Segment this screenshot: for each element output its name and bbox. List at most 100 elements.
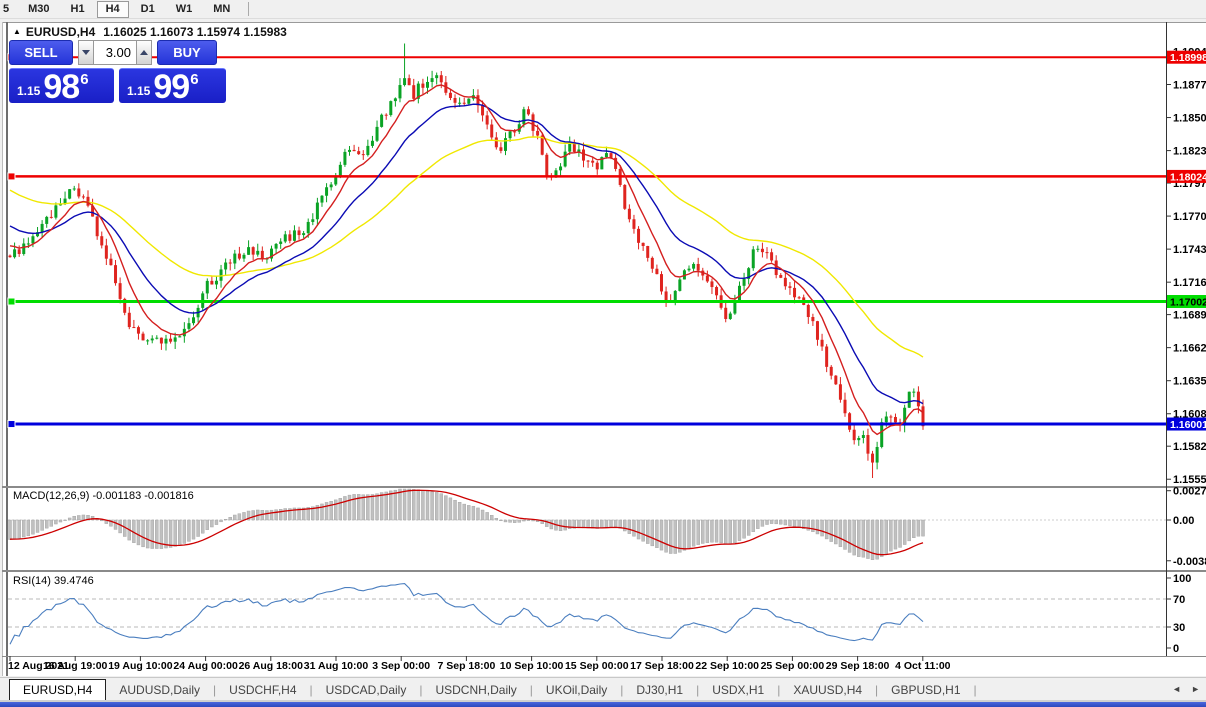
sell-price-sup: 6 (80, 71, 89, 88)
svg-text:1.15820: 1.15820 (1173, 441, 1206, 453)
timeframe-button-d1[interactable]: D1 (132, 1, 164, 18)
svg-text:12 Aug 2021: 12 Aug 2021 (8, 660, 69, 672)
tab-separator: | (777, 683, 781, 697)
tab-separator: | (419, 683, 423, 697)
svg-text:1.16895: 1.16895 (1173, 310, 1206, 322)
sell-button[interactable]: SELL (9, 40, 73, 65)
tab-separator: | (309, 683, 313, 697)
svg-text:22 Sep 10:00: 22 Sep 10:00 (695, 660, 759, 672)
moving-averages (9, 84, 924, 436)
horizontal-lines (7, 53, 1166, 429)
volume-input[interactable] (94, 40, 136, 65)
svg-text:1.16625: 1.16625 (1173, 343, 1206, 355)
svg-text:31 Aug 10:00: 31 Aug 10:00 (304, 660, 369, 672)
buy-price-sup: 6 (190, 71, 199, 88)
svg-text:16 Aug 19:00: 16 Aug 19:00 (43, 660, 108, 672)
tab-separator: | (875, 683, 879, 697)
svg-text:1.16355: 1.16355 (1173, 376, 1206, 388)
buy-price-display[interactable]: 1.15 99 6 (119, 68, 226, 106)
svg-text:3 Sep 00:00: 3 Sep 00:00 (372, 660, 430, 672)
timeframe-button-5[interactable]: 5 (0, 1, 16, 18)
svg-text:1.17430: 1.17430 (1173, 244, 1206, 256)
timeframe-button-mn[interactable]: MN (204, 1, 239, 18)
chart-symbol-period: EURUSD,H4 (25, 25, 96, 39)
svg-text:26 Aug 18:00: 26 Aug 18:00 (239, 660, 304, 672)
tab-scroll-left-icon[interactable]: ◄ (1172, 684, 1182, 694)
svg-text:15 Sep 00:00: 15 Sep 00:00 (565, 660, 629, 672)
sell-price-prefix: 1.15 (17, 84, 41, 98)
toolbar-divider (248, 2, 250, 16)
price-axis: 1.190451.187751.185051.182351.179701.177… (1166, 46, 1206, 655)
symbol-tab-audusd[interactable]: AUDUSD,Daily (119, 683, 201, 697)
buy-price-big: 99 (153, 68, 190, 106)
chart-title: ▲ EURUSD,H4 1.16025 1.16073 1.15974 1.1598… (13, 25, 287, 39)
symbol-tab-ukoil[interactable]: UKOil,Daily (545, 683, 608, 697)
buy-price-prefix: 1.15 (127, 84, 151, 98)
volume-increase-button[interactable] (136, 40, 152, 65)
svg-text:29 Sep 18:00: 29 Sep 18:00 (826, 660, 890, 672)
sell-price-display[interactable]: 1.15 98 6 (9, 68, 114, 106)
svg-text:1.18505: 1.18505 (1173, 113, 1206, 125)
svg-text:1.18235: 1.18235 (1173, 146, 1206, 158)
svg-text:0.00: 0.00 (1173, 515, 1194, 527)
symbol-tab-usdx[interactable]: USDX,H1 (712, 683, 765, 697)
rsi-indicator-label: RSI(14) 39.4746 (13, 575, 94, 587)
timeframe-button-h1[interactable]: H1 (62, 1, 94, 18)
svg-text:17 Sep 18:00: 17 Sep 18:00 (630, 660, 694, 672)
status-strip (0, 700, 1206, 702)
symbol-tab-bar: EURUSD,H4 AUDUSD,Daily | USDCHF,H4 | USDCAD,D… (0, 677, 1206, 702)
volume-decrease-button[interactable] (78, 40, 94, 65)
macd-indicator-label: MACD(12,26,9) -0.001183 -0.001816 (13, 490, 194, 502)
tab-separator: | (973, 683, 977, 697)
svg-text:30: 30 (1173, 622, 1185, 634)
svg-text:19 Aug 10:00: 19 Aug 10:00 (108, 660, 173, 672)
symbol-tab-gbpusd[interactable]: GBPUSD,H1 (891, 683, 961, 697)
tab-separator: | (696, 683, 700, 697)
timeframe-button-h4[interactable]: H4 (96, 0, 129, 18)
svg-text:1.17160: 1.17160 (1173, 277, 1206, 289)
timeframe-button-m30[interactable]: M30 (19, 1, 58, 18)
svg-text:25 Sep 00:00: 25 Sep 00:00 (761, 660, 825, 672)
svg-text:1.18024: 1.18024 (1170, 171, 1206, 183)
tab-scroll-right-icon[interactable]: ► (1191, 684, 1200, 694)
svg-text:0: 0 (1173, 643, 1179, 655)
volume-stepper (78, 40, 152, 65)
svg-text:100: 100 (1173, 573, 1191, 585)
sell-price-big: 98 (43, 68, 80, 106)
svg-text:1.18998: 1.18998 (1170, 52, 1206, 64)
symbol-tab-usdcad[interactable]: USDCAD,Daily (325, 683, 407, 697)
svg-text:1.17002: 1.17002 (1170, 297, 1206, 309)
tab-separator: | (213, 683, 217, 697)
svg-text:10 Sep 10:00: 10 Sep 10:00 (500, 660, 564, 672)
svg-text:1.17700: 1.17700 (1173, 211, 1206, 223)
symbol-tab-eurusd[interactable]: EURUSD,H4 (9, 679, 107, 701)
macd-pane (8, 488, 925, 560)
svg-text:1.16001: 1.16001 (1170, 419, 1206, 431)
timeframe-toolbar: 5 M30 H1 H4 D1 W1 MN (0, 0, 1206, 19)
svg-text:0.002744: 0.002744 (1173, 486, 1206, 498)
triangle-down-icon (82, 50, 90, 55)
svg-text:4 Oct 11:00: 4 Oct 11:00 (895, 660, 951, 672)
tab-separator: | (620, 683, 624, 697)
svg-text:7 Sep 18:00: 7 Sep 18:00 (438, 660, 496, 672)
symbol-tab-xauusd[interactable]: XAUUSD,H4 (793, 683, 863, 697)
rsi-pane (9, 583, 924, 645)
candles (8, 43, 925, 479)
svg-text:-0.00382: -0.00382 (1173, 556, 1206, 568)
symbol-tab-dj30[interactable]: DJ30,H1 (636, 683, 684, 697)
one-click-trading-panel: SELL BUY 1.15 98 6 1.15 99 6 (9, 40, 228, 106)
tab-separator: | (529, 683, 533, 697)
collapse-panel-arrow-icon[interactable]: ▲ (13, 27, 21, 36)
price-tags: 1.18998 1.18024 1.17002 1.16001 (1167, 50, 1206, 431)
symbol-tab-usdcnh[interactable]: USDCNH,Daily (435, 683, 517, 697)
buy-button[interactable]: BUY (157, 40, 217, 65)
timeframe-button-w1[interactable]: W1 (167, 1, 202, 18)
chart-ohlc-values: 1.16025 1.16073 1.15974 1.15983 (103, 25, 287, 39)
tab-scroll-arrows: ◄ ► (1172, 684, 1200, 694)
triangle-up-icon (140, 50, 148, 55)
symbol-tab-usdchf[interactable]: USDCHF,H4 (229, 683, 297, 697)
svg-text:70: 70 (1173, 594, 1185, 606)
svg-text:24 Aug 00:00: 24 Aug 00:00 (173, 660, 238, 672)
